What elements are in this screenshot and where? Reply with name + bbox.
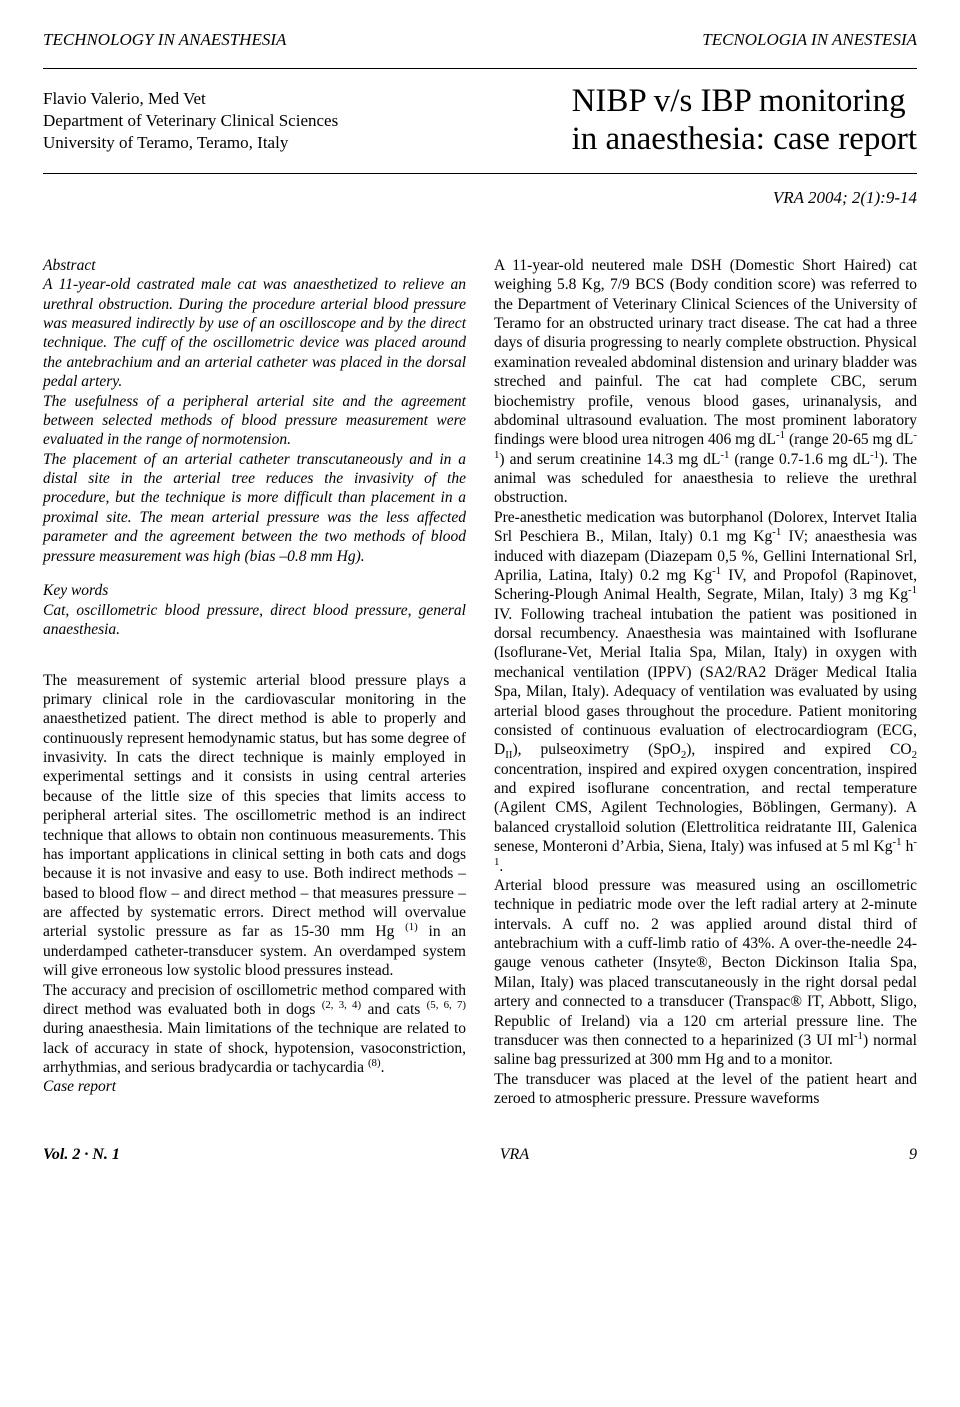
author-univ: University of Teramo, Teramo, Italy xyxy=(43,132,338,154)
cp2d: IV. Following tracheal intubation the pa… xyxy=(494,606,917,759)
ref-8: (8) xyxy=(368,1057,381,1069)
ref-567: (5, 6, 7) xyxy=(427,999,466,1011)
intro-p1a: The measurement of systemic arterial blo… xyxy=(43,672,466,941)
cp3a: Arterial blood pressure was measured usi… xyxy=(494,877,917,1049)
case-p2: Pre-anesthetic medication was butorphano… xyxy=(494,508,917,876)
abstract-heading: Abstract xyxy=(43,256,466,275)
abstract-p2: The usefulness of a peripheral arterial … xyxy=(43,392,466,450)
author-block: Flavio Valerio, Med Vet Department of Ve… xyxy=(43,88,338,154)
sup-neg1: -1 xyxy=(772,526,781,538)
article-title: NIBP v/s IBP monitoring in anaesthesia: … xyxy=(572,83,917,159)
case-p1: A 11-year-old neutered male DSH (Domesti… xyxy=(494,256,917,508)
ref-234: (2, 3, 4) xyxy=(322,999,361,1011)
keywords-heading: Key words xyxy=(43,581,466,600)
abstract-p1: A 11-year-old castrated male cat was ana… xyxy=(43,275,466,391)
abstract-p3: The placement of an arterial catheter tr… xyxy=(43,450,466,566)
sub-2: 2 xyxy=(912,749,917,761)
title-author-block: Flavio Valerio, Med Vet Department of Ve… xyxy=(43,69,917,173)
cp2i: . xyxy=(499,858,503,875)
cp1a: A 11-year-old neutered male DSH (Domesti… xyxy=(494,257,917,448)
spacer xyxy=(43,655,466,671)
title-line2: in anaesthesia: case report xyxy=(572,121,917,159)
rule-bottom xyxy=(43,173,917,174)
cp2g: concentration, inspired and expired oxyg… xyxy=(494,761,917,856)
spacer xyxy=(43,566,466,582)
intro-p2: The accuracy and precision of oscillomet… xyxy=(43,981,466,1078)
cp2h: h xyxy=(902,838,914,855)
cp1c: ) and serum creatinine 14.3 mg dL xyxy=(499,451,720,468)
intro-p2d: . xyxy=(381,1059,385,1076)
body-columns: Abstract A 11-year-old castrated male ca… xyxy=(43,256,917,1109)
cp1d: (range 0.7-1.6 mg dL xyxy=(729,451,870,468)
footer-center: VRA xyxy=(500,1146,529,1164)
case-heading: Case report xyxy=(43,1077,466,1096)
cp2f: ), inspired and expired CO xyxy=(686,741,911,758)
author-name: Flavio Valerio, Med Vet xyxy=(43,88,338,110)
header-right: TECNOLOGIA IN ANESTESIA xyxy=(702,30,917,50)
case-p3: Arterial blood pressure was measured usi… xyxy=(494,876,917,1070)
ref-1: (1) xyxy=(405,921,418,933)
cp2e: ), pulseoximetry (SpO xyxy=(512,741,680,758)
sup-neg1: -1 xyxy=(893,836,902,848)
footer-right: 9 xyxy=(909,1146,917,1164)
footer: Vol. 2 · N. 1 VRA 9 xyxy=(43,1146,917,1164)
intro-p2c: during anaesthesia. Main limitations of … xyxy=(43,1020,466,1076)
spacer xyxy=(43,640,466,656)
title-line1: NIBP v/s IBP monitoring xyxy=(572,83,917,121)
sup-neg1: -1 xyxy=(870,448,879,460)
running-header: TECHNOLOGY IN ANAESTHESIA TECNOLOGIA IN … xyxy=(43,30,917,50)
sup-neg1: -1 xyxy=(908,584,917,596)
sup-neg1: -1 xyxy=(776,429,785,441)
keywords-text: Cat, oscillometric blood pressure, direc… xyxy=(43,601,466,640)
footer-left: Vol. 2 · N. 1 xyxy=(43,1146,120,1164)
author-dept: Department of Veterinary Clinical Scienc… xyxy=(43,110,338,132)
citation: VRA 2004; 2(1):9-14 xyxy=(43,188,917,208)
intro-p2b: and cats xyxy=(361,1001,427,1018)
sup-neg1: -1 xyxy=(854,1030,863,1042)
case-p4: The transducer was placed at the level o… xyxy=(494,1070,917,1109)
intro-p1: The measurement of systemic arterial blo… xyxy=(43,671,466,981)
cp1b: (range 20-65 mg dL xyxy=(785,431,913,448)
sup-neg1: -1 xyxy=(712,565,721,577)
header-left: TECHNOLOGY IN ANAESTHESIA xyxy=(43,30,286,50)
